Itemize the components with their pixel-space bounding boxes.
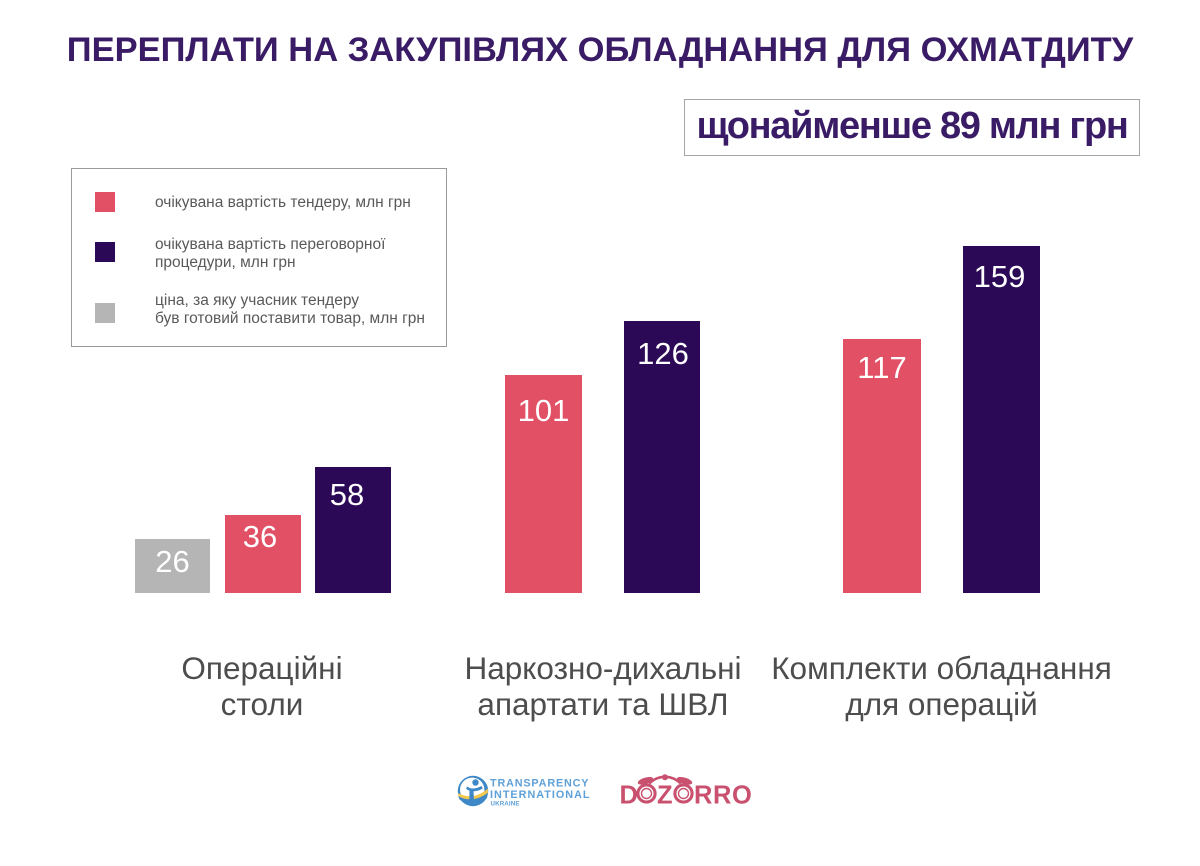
svg-text:INTERNATIONAL: INTERNATIONAL (490, 789, 590, 801)
svg-text:D: D (620, 781, 638, 805)
svg-text:RRO: RRO (694, 781, 752, 805)
svg-text:UKRAINE: UKRAINE (491, 801, 520, 808)
svg-text:TRANSPARENCY: TRANSPARENCY (490, 777, 589, 789)
svg-text:Z: Z (657, 781, 673, 805)
